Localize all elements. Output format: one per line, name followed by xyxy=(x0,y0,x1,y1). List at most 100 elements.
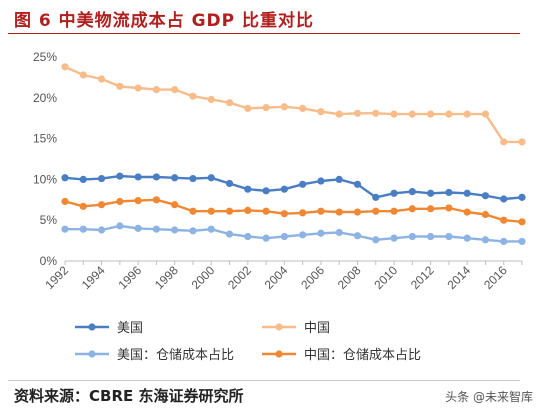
legend-item: 中国 xyxy=(262,321,330,336)
x-tick-label: 2014 xyxy=(444,263,473,292)
data-point xyxy=(445,232,453,241)
data-point xyxy=(299,104,307,113)
series-line xyxy=(65,224,522,243)
data-point xyxy=(335,228,343,237)
data-point xyxy=(262,207,270,215)
data-point xyxy=(408,205,416,213)
x-tick-group: 2012 xyxy=(408,263,437,292)
data-point xyxy=(463,234,471,242)
x-tick-group: 2006 xyxy=(298,263,327,292)
x-tick-label: 2016 xyxy=(481,263,510,292)
data-point xyxy=(408,232,416,241)
data-point xyxy=(152,173,160,181)
x-tick-label: 2004 xyxy=(262,263,291,292)
data-point xyxy=(134,84,142,92)
data-point xyxy=(79,202,87,210)
data-point xyxy=(244,206,252,215)
data-point xyxy=(390,189,398,197)
data-point xyxy=(427,205,435,213)
data-point xyxy=(171,86,179,94)
data-point xyxy=(463,208,471,216)
data-point xyxy=(335,208,343,216)
data-point xyxy=(500,237,508,246)
data-point xyxy=(134,173,142,181)
series-line xyxy=(64,198,523,223)
legend-label: 中国 xyxy=(304,321,330,336)
data-point xyxy=(390,110,398,118)
data-point xyxy=(116,222,124,230)
x-tick-label: 2000 xyxy=(189,263,218,292)
legend-label: 美国 xyxy=(117,321,143,336)
data-point xyxy=(97,75,106,83)
legend-swatch-marker xyxy=(88,350,96,358)
data-point xyxy=(299,209,307,217)
data-point xyxy=(116,197,124,206)
chart-axes: 0%5%10%15%20%25%1992 1994 1996 1998 2000 2002… xyxy=(33,50,523,292)
data-point xyxy=(445,110,453,118)
x-tick-label: 1998 xyxy=(152,263,181,292)
x-tick-group: 2016 xyxy=(481,263,510,292)
data-point xyxy=(481,192,490,200)
data-point xyxy=(189,174,197,183)
data-point xyxy=(353,208,362,216)
data-point xyxy=(280,103,288,111)
data-point xyxy=(463,189,471,197)
data-point xyxy=(61,63,69,71)
x-tick-label: 2012 xyxy=(408,263,437,292)
data-point xyxy=(280,210,288,218)
data-point xyxy=(61,174,69,182)
x-tick-group: 1996 xyxy=(115,263,144,292)
x-tick-label: 2006 xyxy=(298,263,327,292)
legend-item: 美国：仓储成本占比 xyxy=(75,348,234,363)
data-point xyxy=(372,109,380,117)
y-tick-label: 10% xyxy=(33,172,57,186)
data-point xyxy=(317,177,325,185)
data-point xyxy=(207,207,215,215)
data-point xyxy=(225,207,234,215)
y-tick-label: 0% xyxy=(40,254,58,268)
data-point xyxy=(225,179,234,188)
data-point xyxy=(299,231,307,239)
data-point xyxy=(97,174,106,183)
data-point xyxy=(427,110,435,118)
data-point xyxy=(79,175,87,183)
chart-series xyxy=(61,63,526,246)
y-tick-label: 15% xyxy=(33,132,57,146)
data-point xyxy=(500,138,508,146)
data-point xyxy=(518,138,526,146)
data-point xyxy=(152,196,160,204)
series-line xyxy=(64,174,523,201)
data-point xyxy=(280,185,288,193)
data-point xyxy=(518,218,526,226)
data-point xyxy=(244,232,252,241)
data-point xyxy=(225,99,234,107)
data-point xyxy=(500,216,508,224)
data-point xyxy=(152,86,160,94)
data-point xyxy=(97,226,106,234)
data-point xyxy=(372,236,380,244)
x-tick-group: 2014 xyxy=(444,263,473,292)
data-point xyxy=(427,189,435,197)
data-point xyxy=(262,103,270,112)
data-point xyxy=(116,172,124,180)
source-rule xyxy=(8,380,520,381)
data-point xyxy=(372,193,380,201)
legend-label: 美国：仓储成本占比 xyxy=(117,348,234,363)
data-point xyxy=(171,201,179,209)
y-tick-label: 20% xyxy=(33,91,57,105)
data-point xyxy=(79,71,87,79)
x-tick-label: 2002 xyxy=(225,263,254,292)
data-point xyxy=(171,174,179,182)
data-point xyxy=(317,108,325,116)
x-tick-label: 1994 xyxy=(79,263,108,292)
x-tick-group: 1994 xyxy=(79,263,108,292)
y-tick-label: 25% xyxy=(33,50,57,64)
legend-swatch-marker xyxy=(275,323,283,331)
legend-swatch-marker xyxy=(275,350,283,358)
data-point xyxy=(171,226,179,234)
data-point xyxy=(408,188,416,196)
source-note: 资料来源：CBRE 东海证券研究所 xyxy=(14,387,244,405)
title-rule xyxy=(8,33,520,34)
data-point xyxy=(500,195,508,203)
x-tick-group: 1998 xyxy=(152,263,181,292)
